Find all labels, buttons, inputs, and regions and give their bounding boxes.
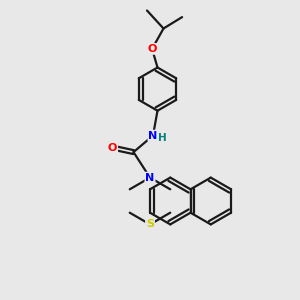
- Text: N: N: [148, 130, 158, 141]
- Text: S: S: [146, 219, 154, 230]
- Text: O: O: [108, 142, 117, 153]
- Text: O: O: [147, 44, 157, 54]
- Text: N: N: [146, 172, 154, 183]
- Text: H: H: [158, 133, 167, 143]
